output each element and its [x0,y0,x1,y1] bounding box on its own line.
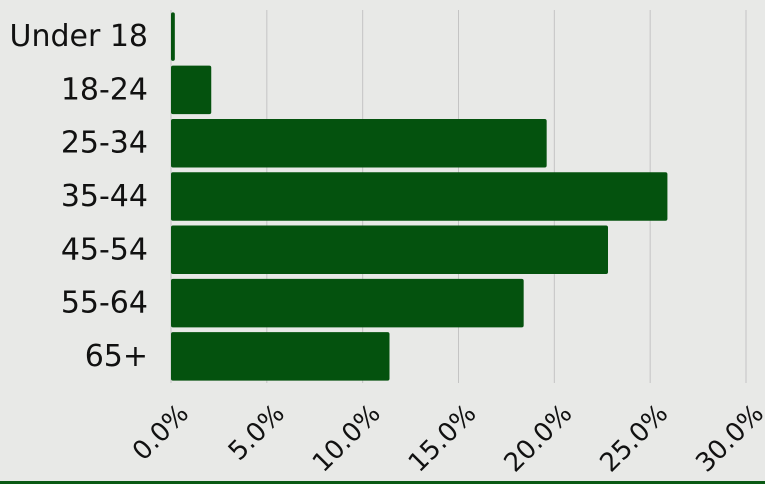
category-labels: Under 18 18-24 25-34 35-44 45-54 55-64 65+ [9,19,148,374]
bar-55-64 [171,278,524,328]
x-tick-label-0: 0.0% [127,399,195,467]
bars [171,12,668,381]
x-tick-label-5: 25.0% [595,399,675,479]
x-tick-label-6: 30.0% [690,399,765,479]
bar-35-44 [171,172,668,221]
x-tick-label-3: 15.0% [403,399,483,479]
bar-under-18 [171,12,175,61]
category-label-18-24: 18-24 [61,72,148,107]
x-tick-labels: 0.0% 5.0% 10.0% 15.0% 20.0% 25.0% 30.0% [127,399,765,479]
category-label-65: 65+ [85,339,148,374]
x-tick-label-4: 20.0% [499,399,579,479]
x-tick-label-1: 5.0% [223,399,291,467]
bottom-divider [0,481,765,484]
category-label-under-18: Under 18 [9,19,148,54]
category-label-35-44: 35-44 [61,179,148,214]
bar-25-34 [171,118,547,168]
bar-18-24 [171,65,212,115]
bar-45-54 [171,225,608,275]
category-label-55-64: 55-64 [61,286,148,321]
x-tick-label-2: 10.0% [307,399,387,479]
category-label-25-34: 25-34 [61,126,148,161]
bar-65 [171,332,390,381]
category-label-45-54: 45-54 [61,232,148,267]
